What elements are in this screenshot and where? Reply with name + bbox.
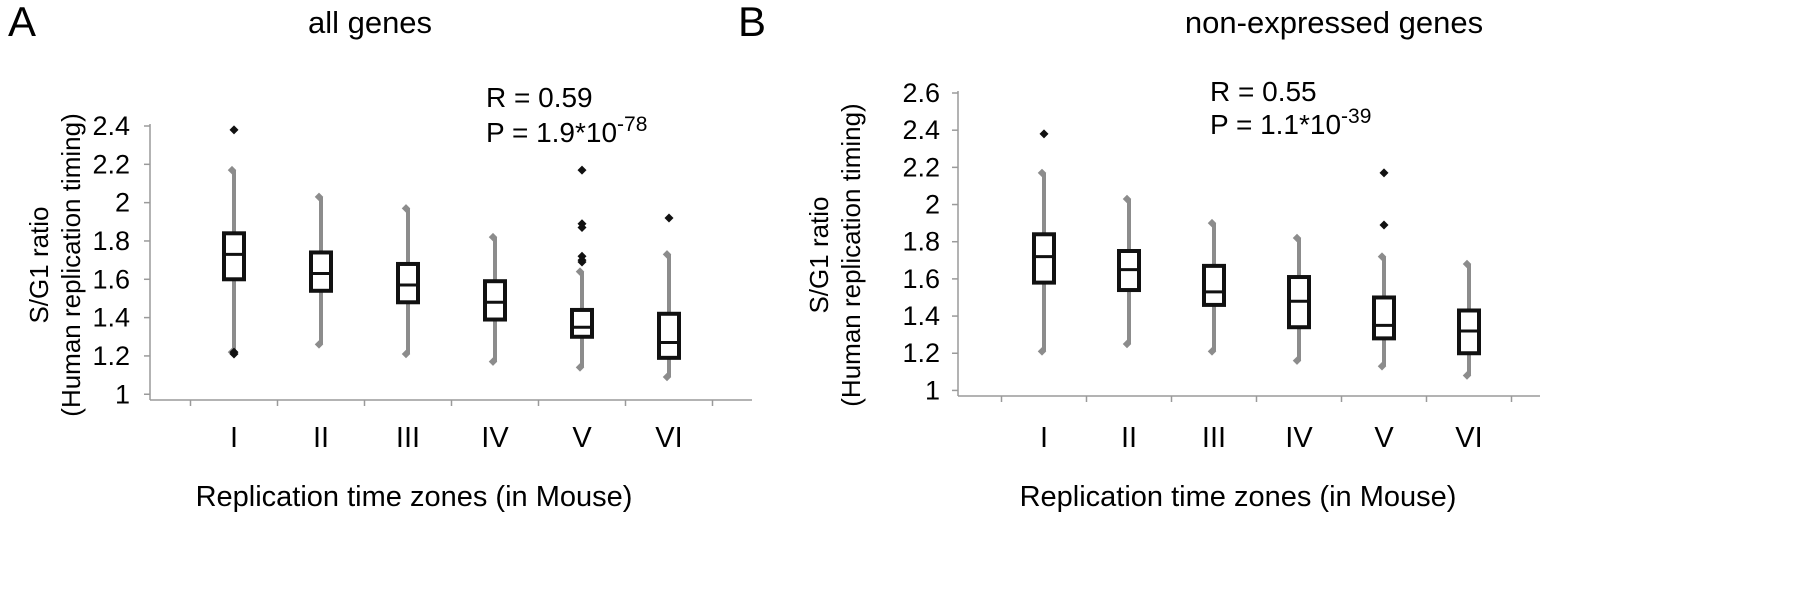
whisker-cap-low (575, 363, 585, 372)
y-tick-label: 1 (925, 375, 940, 405)
annotation-r: R = 0.59 (486, 82, 593, 113)
y-tick-label: 2 (115, 188, 130, 218)
panel-label: B (738, 0, 766, 45)
whisker-cap-low (1292, 356, 1302, 365)
category-label: IV (1285, 422, 1313, 454)
box-iqr (1032, 232, 1056, 285)
y-tick-label: 1.2 (902, 338, 940, 368)
chart-title: non-expressed genes (1185, 5, 1483, 40)
category-label: II (1121, 422, 1137, 454)
box-iqr (1372, 295, 1396, 341)
outlier-point (664, 213, 674, 223)
box-III (396, 204, 420, 359)
box-V (1372, 168, 1396, 371)
box-IV (1287, 233, 1311, 365)
annotation-p: P = 1.9*10-78 (486, 113, 647, 148)
y-tick-label: 2 (925, 190, 940, 220)
panel-label: A (8, 0, 36, 45)
outlier-point (1379, 220, 1389, 230)
outlier-point (577, 257, 587, 267)
whisker-cap-low (401, 349, 411, 359)
box-VI (1457, 259, 1481, 380)
whisker-cap-low (662, 372, 672, 382)
box-iqr (396, 261, 420, 305)
annotation-r: R = 0.55 (1210, 76, 1317, 107)
x-axis-label: Replication time zones (in Mouse) (196, 481, 633, 513)
outlier-point (1379, 168, 1389, 178)
outlier-point (1039, 129, 1049, 139)
category-label: I (1040, 422, 1048, 454)
annotation-p-exponent: -78 (617, 113, 647, 136)
category-label: I (230, 422, 238, 454)
annotation-p-base: P = 1.1*10 (1210, 109, 1341, 140)
annotation-p: P = 1.1*10-39 (1210, 105, 1371, 140)
y-axis-label-secondary: (Human replication timing) (836, 103, 866, 406)
whisker-cap-high (575, 267, 585, 276)
whisker-cap-low (1462, 371, 1472, 380)
outlier-point (229, 349, 239, 359)
outlier-point (229, 125, 239, 135)
chart-title: all genes (308, 5, 432, 40)
category-label: VI (655, 422, 682, 454)
box-iqr (657, 311, 681, 360)
y-tick-label: 2.4 (902, 115, 940, 145)
box-VI (657, 213, 681, 382)
category-label: V (572, 422, 592, 454)
whisker-cap-low (1207, 347, 1217, 356)
whisker-cap-low (1377, 362, 1387, 371)
y-tick-label: 2.4 (92, 111, 130, 141)
whisker-cap-low (314, 340, 324, 349)
annotation-p-base: P = 1.9*10 (486, 117, 617, 148)
whisker-cap-low (1122, 339, 1132, 349)
y-tick-label: 1.4 (902, 301, 940, 331)
box-iqr (1202, 263, 1226, 307)
box-III (1202, 218, 1226, 356)
box-II (309, 192, 333, 349)
y-tick-label: 2.2 (92, 149, 130, 179)
y-tick-label: 1 (115, 379, 130, 409)
category-label: II (313, 422, 329, 454)
category-label: V (1374, 422, 1394, 454)
y-tick-label: 1.8 (902, 227, 940, 257)
whisker-cap-high (314, 192, 324, 202)
category-label: VI (1455, 422, 1482, 454)
box-I (1032, 129, 1056, 356)
y-axis-label-secondary: (Human replication timing) (56, 113, 86, 416)
whisker-cap-high (401, 204, 411, 213)
box-V (570, 165, 594, 372)
category-label: IV (481, 422, 509, 454)
y-axis-label: S/G1 ratio (24, 206, 54, 323)
y-tick-label: 1.8 (92, 226, 130, 256)
box-iqr (570, 307, 594, 339)
box-iqr (483, 279, 507, 322)
y-tick-label: 1.2 (92, 341, 130, 371)
box-IV (483, 232, 507, 366)
y-tick-label: 1.4 (92, 303, 130, 333)
y-axis-label: S/G1 ratio (804, 196, 834, 313)
y-tick-label: 2.2 (902, 152, 940, 182)
annotation-p-exponent: -39 (1341, 105, 1371, 128)
outlier-point (577, 223, 587, 233)
y-tick-label: 1.6 (92, 264, 130, 294)
whisker-cap-high (488, 232, 498, 242)
category-label: III (1202, 422, 1226, 454)
category-label: III (396, 422, 420, 454)
whisker-cap-low (1037, 347, 1047, 356)
outlier-point (577, 165, 587, 175)
box-iqr (309, 250, 333, 293)
box-I (222, 125, 246, 359)
x-axis-label: Replication time zones (in Mouse) (1020, 481, 1457, 513)
box-II (1117, 194, 1141, 349)
y-tick-label: 2.6 (902, 78, 940, 108)
whisker-cap-high (227, 165, 237, 175)
box-iqr (222, 231, 246, 282)
whisker-cap-low (488, 357, 498, 366)
whisker-cap-high (1462, 259, 1472, 269)
y-tick-label: 1.6 (902, 264, 940, 294)
